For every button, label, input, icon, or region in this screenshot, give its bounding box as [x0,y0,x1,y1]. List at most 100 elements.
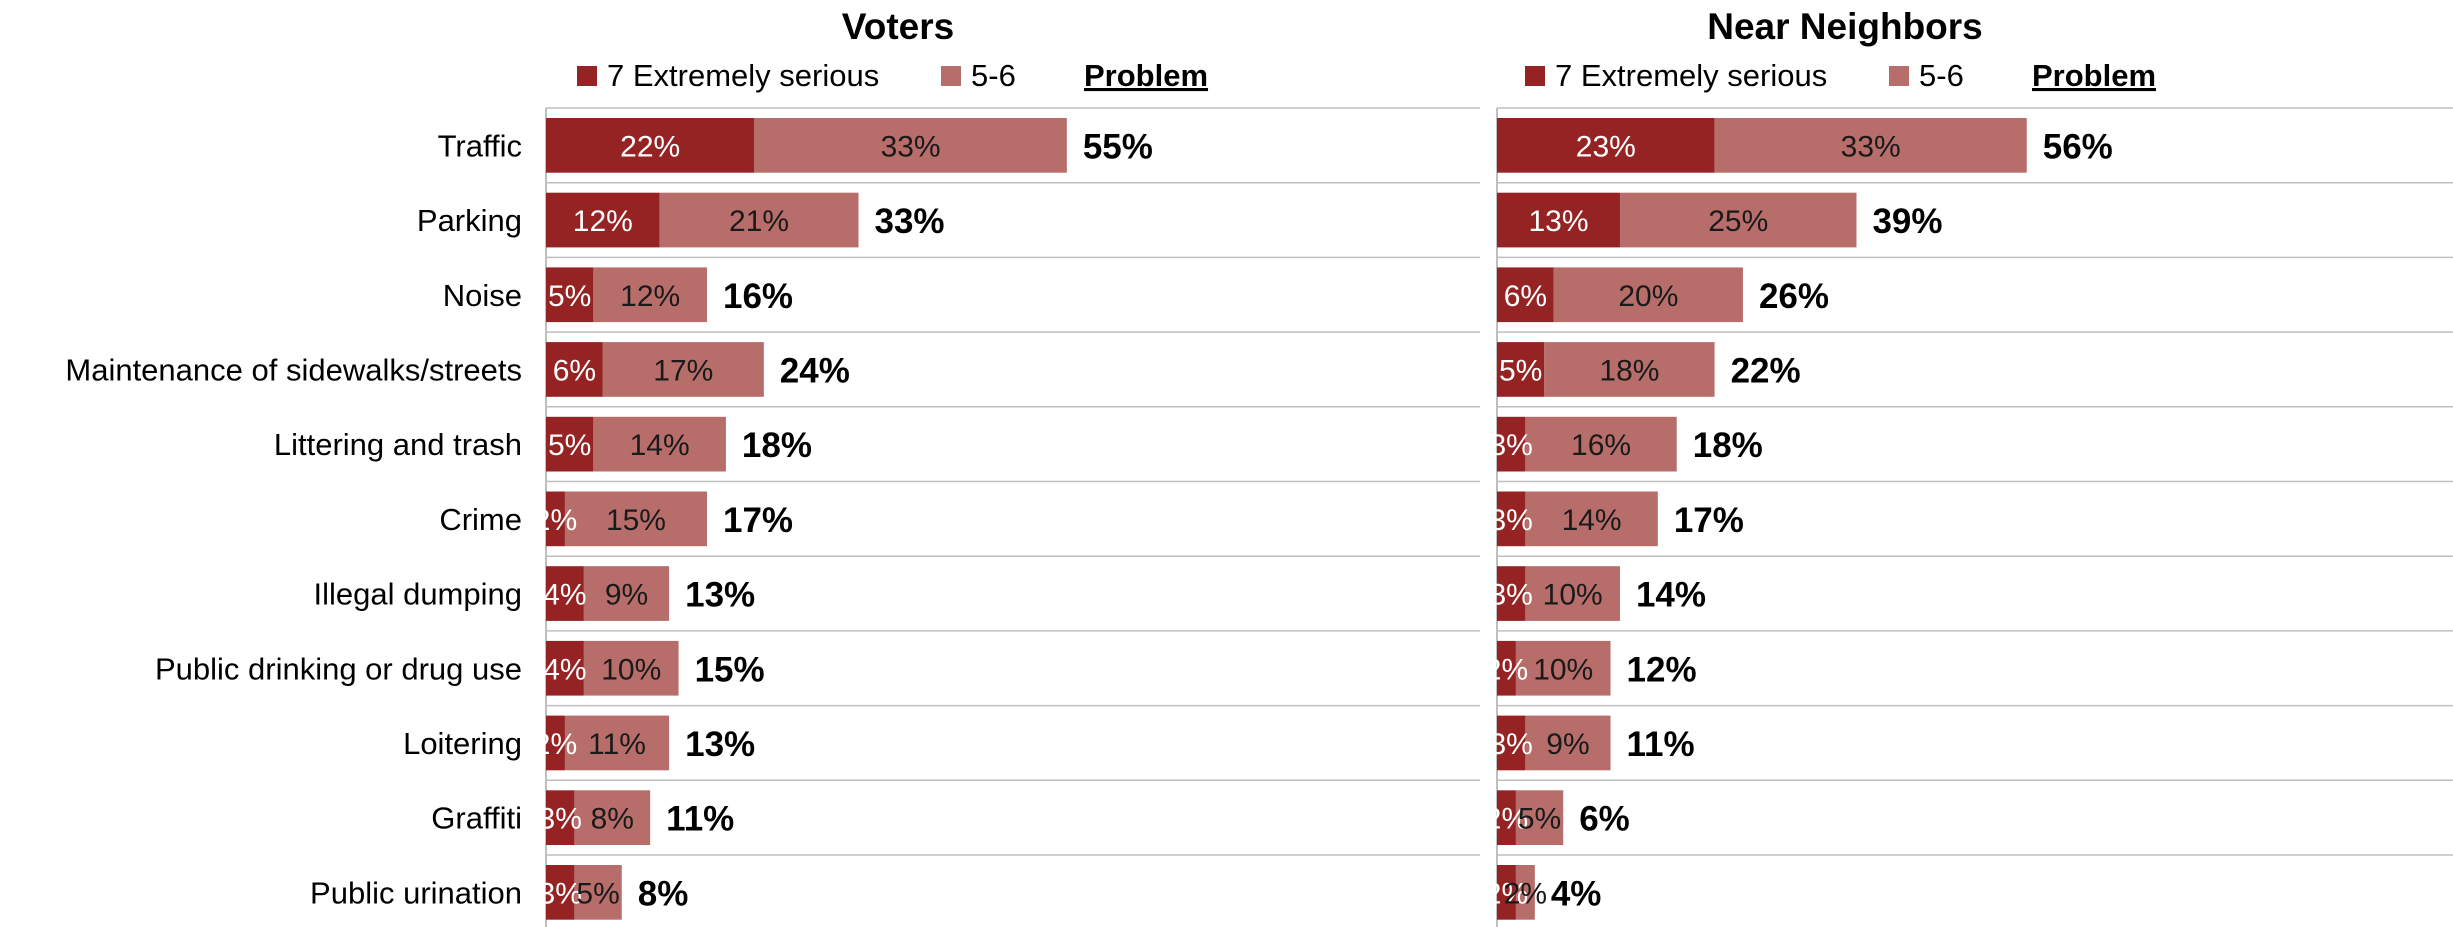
data-label-5-6: 10% [601,653,661,686]
bar-extremely-serious [1497,267,1554,323]
data-label-5-6: 9% [1546,728,1589,761]
bar-extremely-serious [546,491,565,547]
legend-label-extremely-serious: 7 Extremely serious [607,58,879,93]
bar-extremely-serious [546,192,660,248]
legend-swatch-5-6 [941,66,961,86]
bar-extremely-serious [546,342,603,397]
data-label-total: 6% [1579,800,1630,839]
bar-extremely-serious [546,715,565,771]
data-label-extremely-serious: 13% [1528,205,1588,238]
data-label-5-6: 20% [1618,280,1678,313]
data-label-extremely-serious: 3% [539,803,582,836]
bar-5-6 [1544,342,1715,397]
bar-extremely-serious [1497,491,1526,547]
category-label: Crime [439,502,522,537]
data-label-total: 14% [1636,576,1706,615]
data-label-5-6: 16% [1571,429,1631,462]
category-label: Illegal dumping [313,577,522,612]
legend-label-5-6: 5-6 [971,58,1016,93]
bar-5-6 [1515,865,1535,920]
category-label: Public drinking or drug use [155,651,522,686]
legend-swatch-extremely-serious [1525,66,1545,86]
bar-extremely-serious [546,790,575,845]
bar-extremely-serious [546,566,584,621]
data-label-total: 39% [1872,202,1942,241]
data-label-total: 33% [875,202,945,241]
data-label-total: 22% [1731,351,1801,390]
data-label-total: 17% [723,501,793,540]
category-label: Parking [417,203,522,238]
data-label-total: 55% [1083,127,1153,166]
data-label-extremely-serious: 2% [534,728,577,761]
bar-5-6 [659,192,859,248]
bar-5-6 [1525,566,1620,621]
bar-5-6 [1525,715,1611,771]
bar-5-6 [593,267,707,323]
data-label-5-6: 15% [606,504,666,537]
category-label: Public urination [310,875,522,910]
data-label-total: 15% [695,650,765,689]
data-label-5-6: 33% [1841,130,1901,163]
data-label-extremely-serious: 2% [1485,877,1528,910]
bar-extremely-serious [546,118,755,173]
data-label-total: 24% [780,351,850,390]
data-label-extremely-serious: 5% [548,280,591,313]
bar-5-6 [1714,118,2027,173]
category-label: Maintenance of sidewalks/streets [65,352,522,387]
bar-extremely-serious [1497,640,1516,696]
data-label-total: 56% [2043,127,2113,166]
data-label-extremely-serious: 2% [534,504,577,537]
category-label: Loitering [403,726,522,761]
data-label-total: 26% [1759,277,1829,316]
data-label-5-6: 14% [1562,504,1622,537]
data-label-total: 16% [723,277,793,316]
data-label-5-6: 18% [1599,354,1659,387]
category-label: Littering and trash [274,427,522,462]
data-label-5-6: 17% [653,354,713,387]
data-label-total: 13% [685,576,755,615]
bar-extremely-serious [1497,192,1620,248]
data-label-total: 8% [638,874,689,913]
data-label-extremely-serious: 4% [543,653,586,686]
data-label-5-6: 12% [620,280,680,313]
legend-problem-header: Problem [2032,58,2156,93]
data-label-total: 17% [1674,501,1744,540]
data-label-extremely-serious: 6% [1504,280,1547,313]
bar-extremely-serious [1497,715,1526,771]
data-label-total: 18% [1693,426,1763,465]
data-label-extremely-serious: 3% [539,877,582,910]
legend-swatch-5-6 [1889,66,1909,86]
legend-label-5-6: 5-6 [1919,58,1964,93]
data-label-total: 12% [1627,650,1697,689]
category-label: Traffic [438,128,522,163]
data-label-5-6: 33% [881,130,941,163]
data-label-5-6: 14% [630,429,690,462]
data-label-extremely-serious: 3% [1490,728,1533,761]
data-label-5-6: 5% [1518,803,1561,836]
data-label-5-6: 5% [576,877,619,910]
bar-extremely-serious [1497,865,1516,920]
data-label-total: 11% [666,800,734,839]
data-label-extremely-serious: 2% [1485,803,1528,836]
bar-extremely-serious [1497,790,1516,845]
category-label: Noise [443,278,522,313]
data-label-5-6: 25% [1708,205,1768,238]
bar-5-6 [602,342,764,397]
bar-5-6 [1515,790,1564,845]
bar-5-6 [583,640,679,696]
data-label-extremely-serious: 3% [1490,579,1533,612]
data-label-total: 13% [685,725,755,764]
data-label-extremely-serious: 3% [1490,504,1533,537]
bar-extremely-serious [546,267,594,323]
data-label-extremely-serious: 2% [1485,653,1528,686]
data-label-extremely-serious: 22% [620,130,680,163]
bar-extremely-serious [1497,118,1715,173]
bar-5-6 [574,790,651,845]
legend-label-extremely-serious: 7 Extremely serious [1555,58,1827,93]
bar-extremely-serious [1497,342,1545,397]
bar-extremely-serious [546,865,575,920]
data-label-total: 18% [742,426,812,465]
data-label-extremely-serious: 3% [1490,429,1533,462]
bar-extremely-serious [546,640,584,696]
